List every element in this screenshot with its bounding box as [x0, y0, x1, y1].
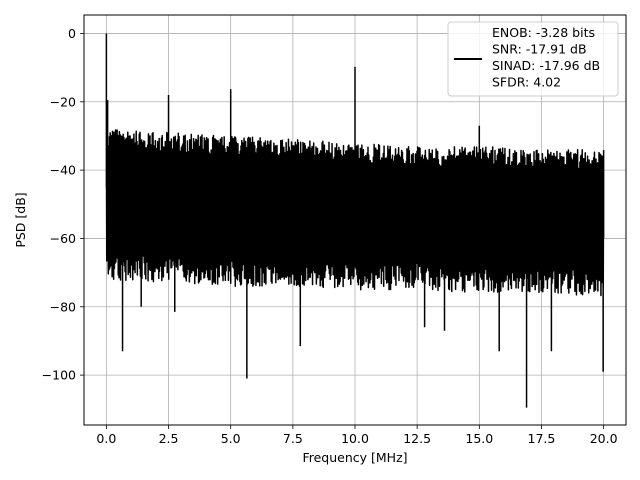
y-tick-label: −60	[50, 231, 76, 246]
plot-area	[105, 33, 605, 408]
x-tick-label: 10.0	[341, 431, 369, 446]
x-tick-label: 17.5	[528, 431, 556, 446]
x-tick-label: 5.0	[221, 431, 241, 446]
y-tick-label: 0	[68, 26, 76, 41]
y-axis-label: PSD [dB]	[13, 192, 28, 247]
legend-enob: ENOB: -3.28 bits	[492, 25, 595, 40]
x-tick-label: 12.5	[403, 431, 431, 446]
x-axis-ticks: 0.0 2.5 5.0 7.5 10.0 12.5 15.0 17.5 20.0	[96, 425, 618, 446]
y-axis-ticks: 0 −20 −40 −60 −80 −100	[42, 26, 84, 383]
y-tick-label: −80	[50, 299, 76, 314]
legend-sinad: SINAD: -17.96 dB	[492, 58, 600, 73]
x-tick-label: 0.0	[96, 431, 116, 446]
y-tick-label: −20	[50, 94, 76, 109]
y-tick-label: −100	[42, 368, 76, 383]
legend: ENOB: -3.28 bits SNR: -17.91 dB SINAD: -…	[447, 21, 619, 97]
x-axis-label: Frequency [MHz]	[302, 450, 407, 465]
legend-sfdr: SFDR: 4.02	[492, 75, 561, 90]
x-tick-label: 20.0	[590, 431, 618, 446]
legend-box	[447, 21, 619, 97]
legend-snr: SNR: -17.91 dB	[492, 42, 587, 57]
x-tick-label: 7.5	[283, 431, 303, 446]
x-tick-label: 2.5	[159, 431, 179, 446]
psd-series-line	[105, 33, 605, 408]
y-tick-label: −40	[50, 163, 76, 178]
x-tick-label: 15.0	[465, 431, 493, 446]
